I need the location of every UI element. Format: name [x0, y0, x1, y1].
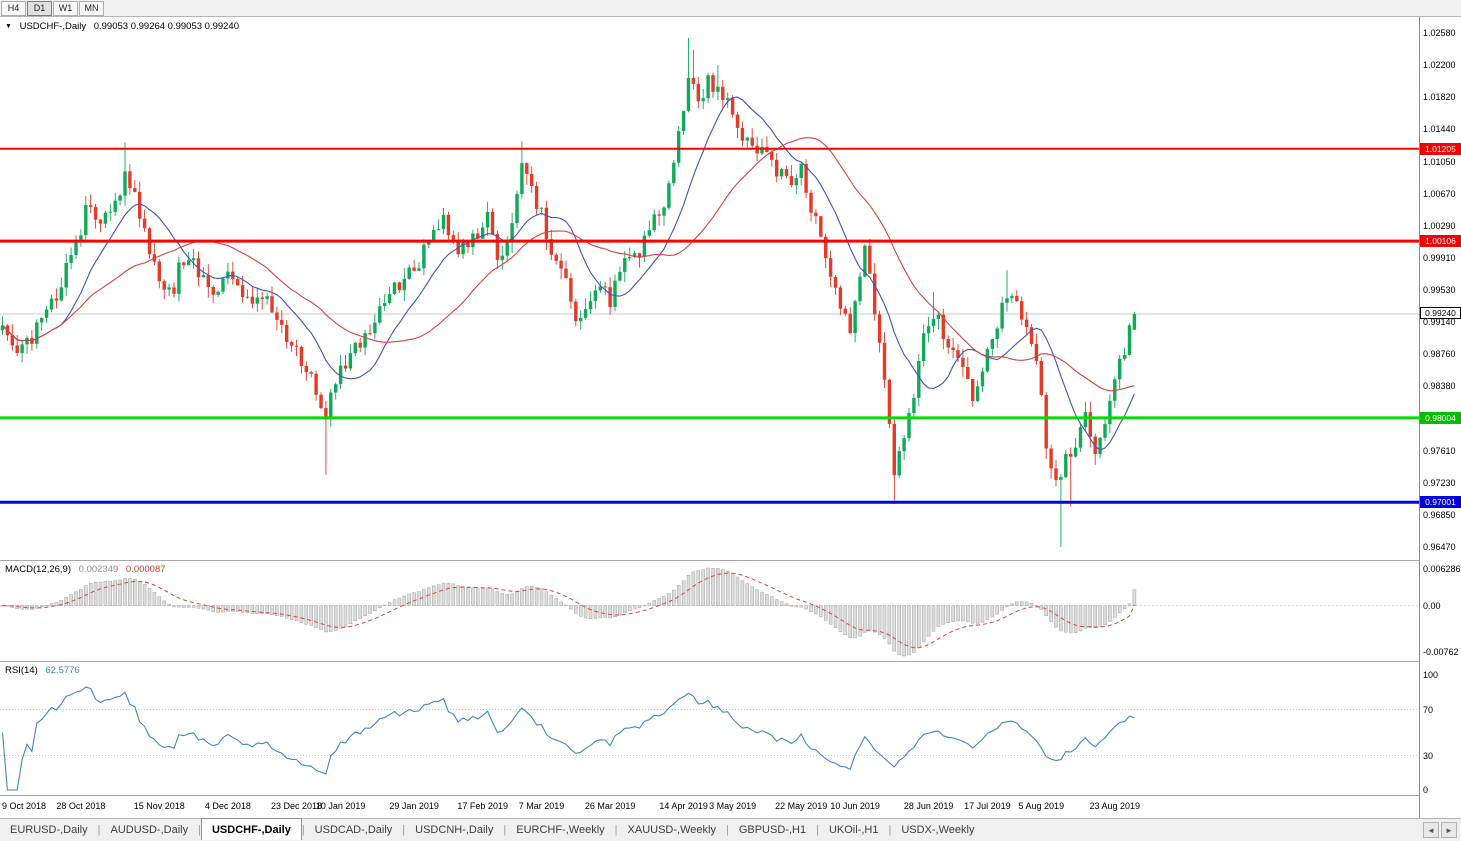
date-axis-label: 23 Aug 2019	[1089, 801, 1141, 811]
panel-splitter-rsi[interactable]	[0, 661, 1461, 662]
tab-separator: |	[614, 824, 618, 836]
panel-splitter-macd[interactable]	[0, 560, 1461, 561]
price-level-badge: 1.01205	[1420, 143, 1461, 155]
current-price-badge: 0.99240	[1420, 307, 1461, 319]
price-axis-tick: 0.99140	[1423, 317, 1456, 327]
tab-scroll-arrows: ◄ ►	[1423, 819, 1461, 841]
macd-axis-zero: 0.00	[1423, 601, 1441, 611]
macd-axis-min: -0.00762	[1423, 647, 1459, 657]
timeframe-toolbar: H4 D1 W1 MN	[0, 0, 1461, 17]
date-axis-label: 29 Jan 2019	[389, 801, 439, 811]
chart-tab-usdcnh-daily[interactable]: USDCNH-,Daily	[415, 824, 494, 836]
chart-tab-usdchf-daily[interactable]: USDCHF-,Daily	[200, 818, 302, 840]
price-axis-tick: 1.00290	[1423, 221, 1456, 231]
chart-tab-ukoil-h1[interactable]: UKOil-,H1	[828, 824, 879, 836]
candlesticks	[0, 38, 1137, 547]
timeframe-button-mn[interactable]: MN	[79, 0, 104, 16]
macd-label: MACD(12,26,9)	[5, 564, 71, 575]
ma-fast-line	[2, 96, 1135, 451]
price-axis-separator	[1419, 17, 1420, 818]
tab-separator: |	[198, 824, 201, 836]
chart-tab-usdx-weekly[interactable]: USDX-,Weekly	[901, 824, 975, 836]
tab-separator: |	[503, 824, 507, 836]
price-level-badge: 0.98004	[1420, 412, 1461, 424]
date-axis-label: 14 Apr 2019	[659, 801, 708, 811]
ohlc-values: 0.99053 0.99264 0.99053 0.99240	[93, 21, 239, 32]
price-level-badge: 0.97001	[1420, 496, 1461, 508]
date-axis-label: 7 Mar 2019	[518, 801, 565, 811]
date-axis-label: 17 Feb 2019	[457, 801, 508, 811]
tab-separator: |	[301, 824, 305, 836]
rsi-axis-tick: 0	[1423, 785, 1429, 795]
price-axis-tick: 0.96470	[1423, 542, 1456, 552]
price-axis-tick: 0.97230	[1423, 478, 1456, 488]
price-axis-tick: 1.01440	[1423, 124, 1456, 134]
price-axis-tick: 1.01050	[1423, 157, 1456, 167]
date-axis-label: 9 Oct 2018	[2, 801, 47, 811]
tab-separator: |	[888, 824, 892, 836]
tab-separator: |	[97, 824, 101, 836]
chart-canvas[interactable]	[0, 17, 1419, 796]
price-axis-tick: 1.02200	[1423, 60, 1456, 70]
timeframe-button-w1[interactable]: W1	[53, 0, 78, 16]
date-axis-label: 22 May 2019	[775, 801, 828, 811]
price-axis-tick: 0.97610	[1423, 446, 1456, 456]
rsi-line	[1, 686, 1135, 791]
price-axis-tick: 1.01820	[1423, 92, 1456, 102]
price-axis: 1.02580 1.02200 1.01820 1.01440 1.01050 1.006…	[1420, 17, 1461, 818]
symbol-title: USDCHF-,Daily	[19, 21, 87, 32]
macd-main-value: 0.002349	[78, 564, 119, 575]
price-axis-tick: 0.98380	[1423, 381, 1456, 391]
chart-tab-usdcad-daily[interactable]: USDCAD-,Daily	[314, 824, 393, 836]
date-axis-label: 28 Jun 2019	[903, 801, 954, 811]
rsi-label: RSI(14)	[5, 665, 38, 676]
price-axis-tick: 0.98760	[1423, 349, 1456, 359]
macd-signal-value: 0.000087	[125, 564, 166, 575]
date-axis: 9 Oct 2018 28 Oct 2018 15 Nov 2018 4 Dec 20…	[0, 796, 1419, 818]
tab-scroll-right-button[interactable]: ►	[1441, 822, 1457, 838]
price-level-badge: 1.00106	[1420, 235, 1461, 247]
rsi-value: 62.5776	[45, 665, 80, 676]
panel-splitter-bottom	[0, 795, 1461, 796]
date-axis-label: 23 Dec 2018	[270, 801, 323, 811]
date-axis-label: 28 Oct 2018	[56, 801, 106, 811]
chart-tab-xauusd-weekly[interactable]: XAUUSD-,Weekly	[627, 824, 716, 836]
macd-histogram	[0, 567, 1137, 657]
chart-symbol-header: ▼ USDCHF-,Daily 0.99053 0.99264 0.99053 …	[5, 21, 244, 32]
date-axis-label: 15 Nov 2018	[133, 801, 185, 811]
price-axis-tick: 1.02580	[1423, 28, 1456, 38]
chart-tab-eurchf-weekly[interactable]: EURCHF-,Weekly	[516, 824, 605, 836]
macd-axis-max: 0.006286	[1423, 564, 1461, 574]
timeframe-button-d1[interactable]: D1	[27, 0, 52, 16]
tab-scroll-left-button[interactable]: ◄	[1423, 822, 1439, 838]
timeframe-button-h4[interactable]: H4	[1, 0, 26, 16]
date-axis-label: 17 Jul 2019	[964, 801, 1011, 811]
tab-separator: |	[725, 824, 729, 836]
chart-tab-bar: EURUSD-,Daily | AUDUSD-,Daily | USDCHF-,Dail…	[0, 818, 1461, 841]
chart-tab-audusd-daily[interactable]: AUDUSD-,Daily	[110, 824, 189, 836]
ma-slow-line	[2, 137, 1135, 392]
macd-signal-line	[2, 572, 1135, 649]
price-axis-tick: 0.99530	[1423, 285, 1456, 295]
date-axis-label: 4 Dec 2018	[204, 801, 251, 811]
rsi-axis-tick: 100	[1423, 670, 1439, 680]
rsi-header: RSI(14) 62.5776	[5, 665, 85, 676]
chart-tab-gbpusd-h1[interactable]: GBPUSD-,H1	[738, 824, 807, 836]
symbol-dropdown-icon[interactable]: ▼	[5, 23, 12, 30]
tab-separator: |	[816, 824, 819, 836]
price-axis-tick: 1.00670	[1423, 189, 1456, 199]
date-axis-label: 10 Jan 2019	[315, 801, 366, 811]
date-axis-label: 3 May 2019	[709, 801, 757, 811]
chart-window: ▼ USDCHF-,Daily 0.99053 0.99264 0.99053 …	[0, 17, 1461, 818]
chart-tab-eurusd-daily[interactable]: EURUSD-,Daily	[10, 824, 88, 836]
rsi-axis-tick: 70	[1423, 705, 1434, 715]
rsi-axis-tick: 30	[1423, 751, 1434, 761]
tab-separator: |	[402, 824, 406, 836]
price-axis-tick: 0.96850	[1423, 510, 1456, 520]
date-axis-label: 10 Jun 2019	[830, 801, 880, 811]
date-axis-label: 5 Aug 2019	[1018, 801, 1065, 811]
price-axis-tick: 0.99910	[1423, 253, 1456, 263]
date-axis-label: 26 Mar 2019	[584, 801, 636, 811]
macd-header: MACD(12,26,9) 0.002349 0.000087	[5, 564, 171, 575]
